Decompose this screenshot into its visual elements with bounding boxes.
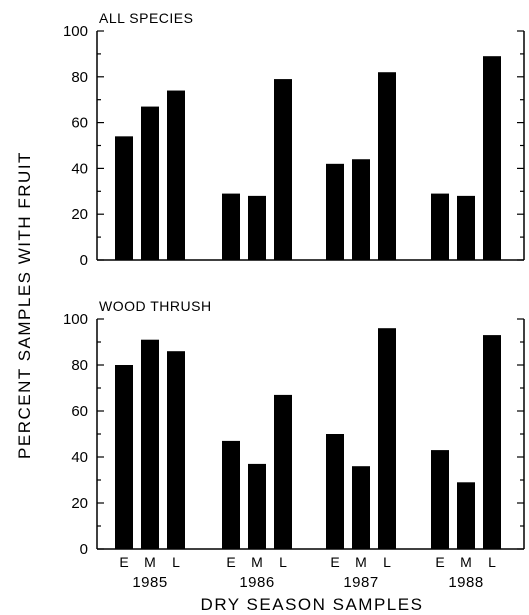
y-tick-label: 60 (71, 403, 88, 420)
category-label: L (383, 554, 391, 570)
bar-1986-L (274, 79, 292, 260)
category-label: E (330, 554, 339, 570)
bar-1988-M (457, 195, 475, 260)
y-tick-label: 0 (80, 541, 88, 558)
bar-1985-E (115, 365, 133, 549)
category-label: E (226, 554, 235, 570)
bar-1985-L (167, 90, 185, 260)
category-label: L (488, 554, 496, 570)
y-tick-label: 80 (71, 357, 88, 374)
bar-1985-L (167, 351, 185, 549)
bar-1987-M (352, 159, 370, 260)
bar-1988-L (483, 56, 501, 260)
group-label: 1985 (132, 574, 167, 591)
bar-1988-E (431, 450, 449, 549)
category-label: M (355, 554, 367, 570)
y-tick-label: 20 (71, 495, 88, 512)
bar-1985-E (115, 136, 133, 260)
category-label: E (119, 554, 128, 570)
y-tick-label: 100 (63, 311, 88, 328)
bar-1986-E (222, 440, 240, 549)
panel-title: WOOD THRUSH (99, 298, 212, 314)
group-label: 1986 (239, 574, 274, 591)
category-label: M (144, 554, 156, 570)
bar-1985-M (141, 339, 159, 549)
group-label: 1988 (448, 574, 483, 591)
y-tick-label: 60 (71, 115, 88, 132)
bar-1986-L (274, 394, 292, 549)
bar-1987-M (352, 466, 370, 549)
bar-1988-L (483, 335, 501, 549)
bar-1987-L (378, 72, 396, 260)
y-tick-label: 0 (80, 252, 88, 269)
panel-0: ALL SPECIES 0 20 40 60 80 100 (63, 10, 525, 269)
bar-1986-M (248, 463, 266, 549)
panel-title: ALL SPECIES (99, 10, 193, 26)
category-label: M (251, 554, 263, 570)
bar-1986-E (222, 193, 240, 260)
panels: ALL SPECIES 0 20 40 60 80 100 WOOD THRUSH 0 20 40 6… (63, 10, 525, 591)
x-axis-title: DRY SEASON SAMPLES (201, 595, 424, 614)
category-label: L (172, 554, 180, 570)
y-tick-label: 40 (71, 160, 88, 177)
bar-1988-E (431, 193, 449, 260)
bar-1986-M (248, 195, 266, 260)
bar-1987-E (326, 163, 344, 260)
category-label: L (279, 554, 287, 570)
y-axis-title: PERCENT SAMPLES WITH FRUIT (15, 151, 34, 459)
category-label: M (460, 554, 472, 570)
bar-1987-L (378, 328, 396, 549)
group-label: 1987 (343, 574, 378, 591)
category-label: E (435, 554, 444, 570)
bar-1988-M (457, 482, 475, 549)
bar-1985-M (141, 106, 159, 260)
y-tick-label: 20 (71, 206, 88, 223)
y-tick-label: 100 (63, 23, 88, 40)
y-tick-label: 40 (71, 449, 88, 466)
y-tick-label: 80 (71, 69, 88, 86)
bar-1987-E (326, 434, 344, 549)
